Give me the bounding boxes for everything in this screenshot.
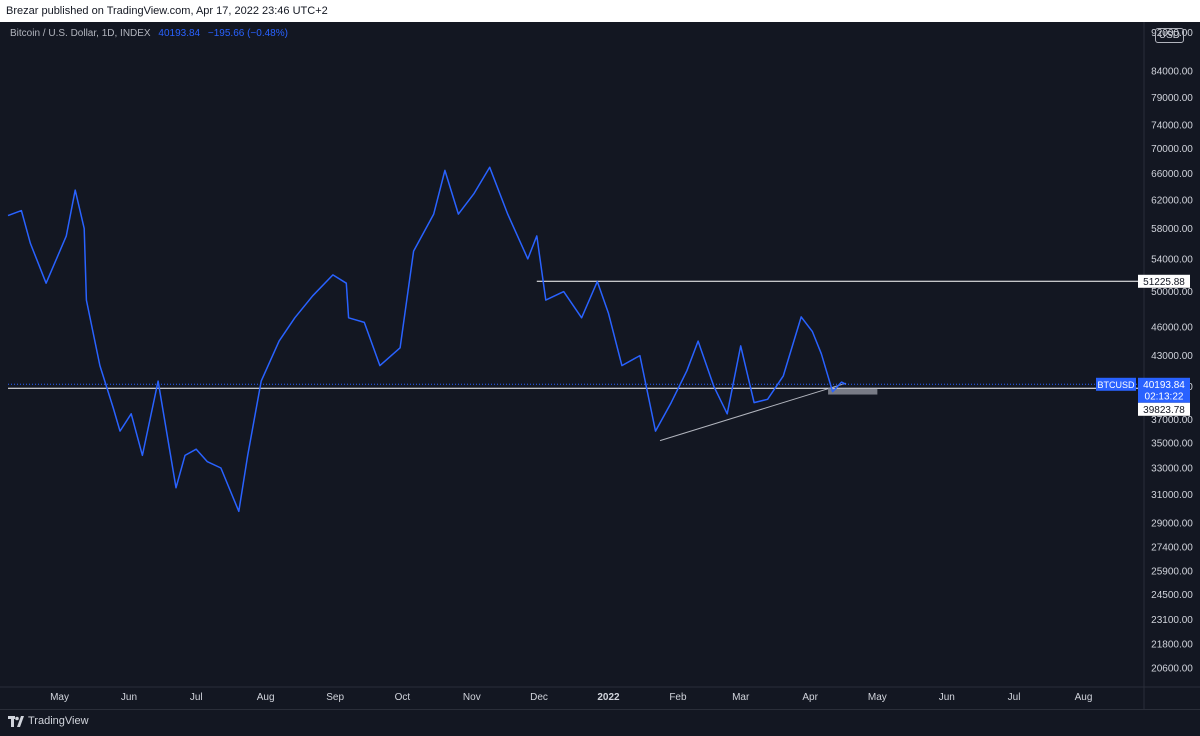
price-range-marker (828, 388, 878, 395)
time-tick-label: Aug (1075, 692, 1093, 703)
symbol-name[interactable]: Bitcoin / U.S. Dollar, 1D, INDEX (10, 28, 151, 39)
time-tick-label: Apr (802, 692, 818, 703)
price-tick-label: 70000.00 (1151, 144, 1193, 155)
price-tick-label: 43000.00 (1151, 351, 1193, 362)
price-tick-label: 62000.00 (1151, 196, 1193, 207)
time-tick-label: May (50, 692, 69, 703)
tradingview-brand[interactable]: TradingView (8, 715, 89, 727)
time-tick-label: Dec (530, 692, 548, 703)
price-tick-label: 58000.00 (1151, 224, 1193, 235)
brand-name: TradingView (28, 715, 89, 727)
last-price: 40193.84 (158, 28, 201, 39)
time-tick-label: Nov (463, 692, 481, 703)
bar-countdown: 02:13:22 (1145, 391, 1184, 402)
time-tick-label: Jun (939, 692, 955, 703)
price-tick-label: 74000.00 (1151, 121, 1193, 132)
price-tick-label: 29000.00 (1151, 518, 1193, 529)
price-tick-label: 24500.00 (1151, 590, 1193, 601)
price-chart[interactable]: 92000.00 84000.00 79000.00 74000.00 70000.00… (0, 22, 1200, 709)
price-tick-label: 31000.00 (1151, 490, 1193, 501)
time-axis[interactable]: May Jun Jul Aug Sep Oct Nov Dec 2022 Feb Mar Apr May… (50, 692, 1092, 703)
time-tick-label: Jul (1008, 692, 1021, 703)
price-tick-label: 46000.00 (1151, 322, 1193, 333)
price-tick-label: 27400.00 (1151, 543, 1193, 554)
current-price-label-box (1138, 377, 1190, 403)
price-change: −195.66 (−0.48%) (207, 28, 288, 39)
footer: TradingView (0, 709, 1200, 736)
price-tick-label: 25900.00 (1151, 566, 1193, 577)
resistance-label: 51225.88 (1143, 277, 1185, 288)
current-price-label: 40193.84 (1143, 380, 1185, 391)
support-label: 39823.78 (1143, 405, 1185, 416)
symbol-label: BTCUSD (1097, 380, 1135, 390)
tradingview-logo-icon (8, 715, 24, 727)
price-axis[interactable]: 92000.00 84000.00 79000.00 74000.00 70000.00… (1151, 28, 1193, 675)
price-tick-label: 35000.00 (1151, 439, 1193, 450)
price-tick-label: 50000.00 (1151, 287, 1193, 298)
publish-info: Brezar published on TradingView.com, Apr… (6, 5, 328, 17)
time-tick-label: Oct (395, 692, 411, 703)
price-tick-label: 33000.00 (1151, 464, 1193, 475)
price-tick-label: 37000.00 (1151, 415, 1193, 426)
price-tick-label: 23100.00 (1151, 615, 1193, 626)
resistance-label-box (1138, 274, 1190, 288)
price-tick-label: 20600.00 (1151, 664, 1193, 675)
support-label-box (1138, 402, 1190, 416)
drawings[interactable] (8, 280, 1144, 442)
symbol-label-box (1096, 377, 1136, 391)
price-tick-label: 54000.00 (1151, 254, 1193, 265)
currency-badge[interactable]: USD (1154, 28, 1184, 43)
time-tick-label: Jul (190, 692, 203, 703)
price-tick-label: 66000.00 (1151, 169, 1193, 180)
time-tick-label: Aug (257, 692, 275, 703)
ascending-trendline[interactable] (659, 382, 847, 442)
time-tick-label: 2022 (597, 692, 620, 703)
time-tick-label: Jun (121, 692, 137, 703)
publish-header: Brezar published on TradingView.com, Apr… (0, 0, 1200, 22)
time-tick-label: Feb (669, 692, 687, 703)
symbol-legend[interactable]: Bitcoin / U.S. Dollar, 1D, INDEX 40193.8… (10, 28, 288, 39)
price-tick-label: 92000.00 (1151, 28, 1193, 39)
price-line (7, 166, 847, 513)
chart-area[interactable]: 92000.00 84000.00 79000.00 74000.00 70000.00… (0, 22, 1200, 709)
time-tick-label: May (868, 692, 887, 703)
time-tick-label: Mar (732, 692, 750, 703)
price-tick-label: 79000.00 (1151, 93, 1193, 104)
price-tick-label: 21800.00 (1151, 640, 1193, 651)
time-tick-label: Sep (326, 692, 344, 703)
price-tick-label: 84000.00 (1151, 67, 1193, 78)
